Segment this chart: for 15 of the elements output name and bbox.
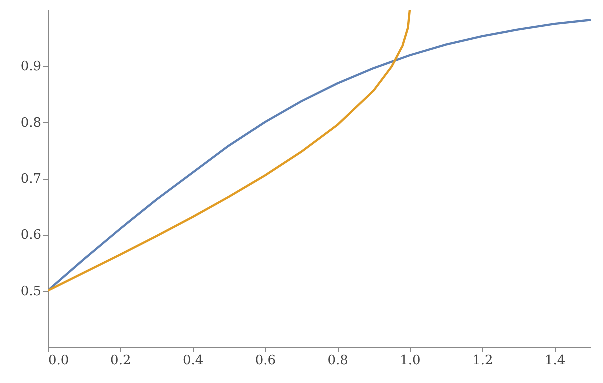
x-tick-label: 1.2 bbox=[472, 354, 494, 368]
x-tick-label: 1.4 bbox=[544, 354, 566, 368]
x-tick-label: 0.4 bbox=[182, 354, 204, 368]
y-tick-label: 0.7 bbox=[20, 172, 42, 187]
x-tick-label: 0.2 bbox=[110, 354, 132, 368]
x-tick-label: 1.0 bbox=[400, 354, 421, 368]
line-series bbox=[48, 10, 412, 292]
line-series bbox=[48, 19, 591, 292]
x-tick-label: 0.0 bbox=[48, 354, 70, 368]
x-tick-label: 0.8 bbox=[328, 354, 348, 368]
y-tick-label: 0.6 bbox=[20, 228, 42, 244]
y-tick-label: 0.8 bbox=[20, 116, 42, 131]
y-tick-label: 0.5 bbox=[20, 284, 42, 300]
y-tick-label: 0.9 bbox=[20, 60, 42, 75]
x-tick-label: 0.6 bbox=[255, 354, 276, 368]
